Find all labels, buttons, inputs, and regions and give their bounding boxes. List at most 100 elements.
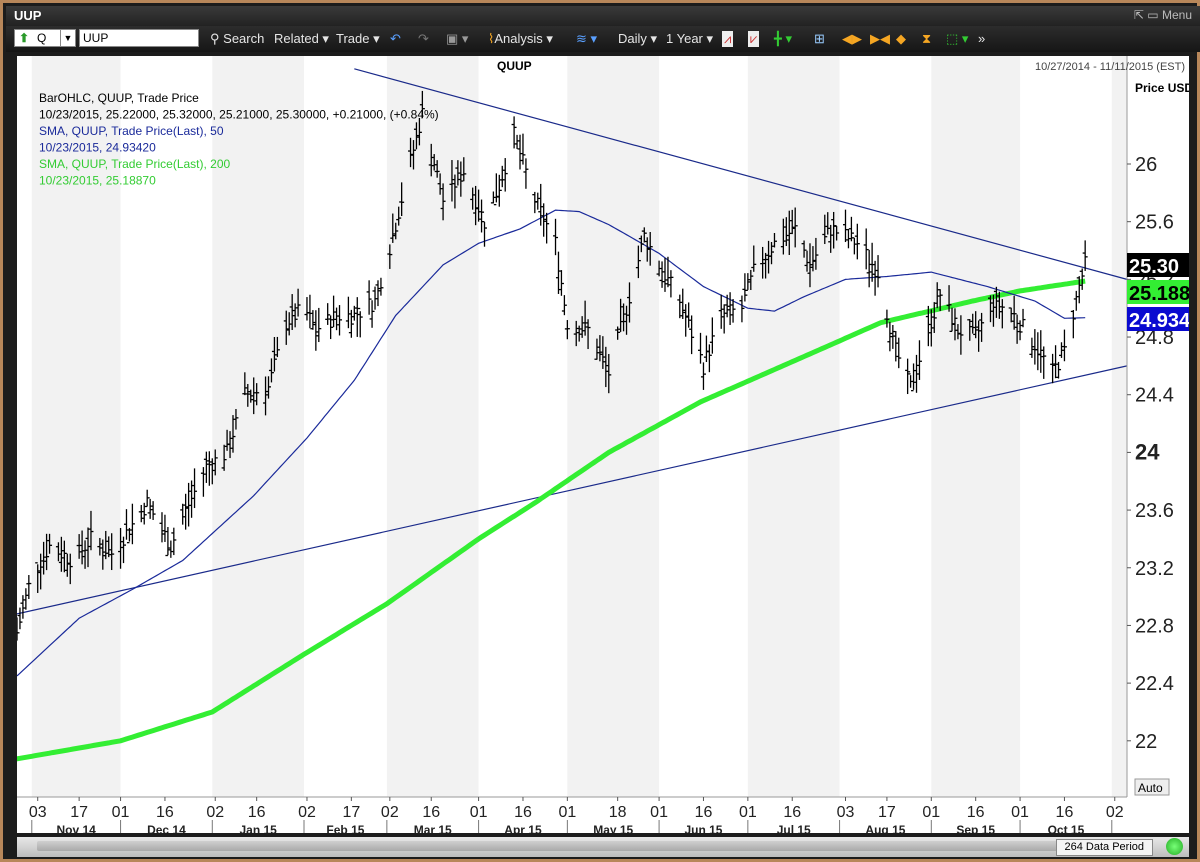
hourglass-icon[interactable]: ⧗	[922, 31, 932, 46]
search-button[interactable]: ⚲ Search	[210, 31, 264, 47]
ohlc-bar	[709, 317, 715, 354]
ohlc-bar	[683, 304, 689, 337]
ohlc-bar	[848, 216, 854, 242]
toolbar: ⬆ Q ▼ UUP ⚲ Search Related ▾ Trade ▾ ↶ ↷…	[6, 26, 1200, 52]
ohlc-bar	[212, 449, 218, 476]
ohlc-bar	[1014, 314, 1020, 344]
range-menu[interactable]: 1 Year ▾	[666, 31, 714, 46]
ohlc-bar	[109, 533, 115, 571]
ohlc-bar	[82, 540, 88, 569]
ohlc-bar	[431, 154, 437, 171]
x-tick-label: 16	[1056, 804, 1074, 821]
y-tick-label: 24.4	[1135, 385, 1174, 407]
x-month-label: May 15	[593, 823, 633, 833]
interval-menu[interactable]: Daily ▾	[618, 31, 658, 46]
ohlc-bar	[973, 311, 979, 339]
ohlc-bar	[834, 225, 840, 241]
collapse-icon[interactable]: ▶◀	[870, 31, 890, 46]
chevron-down-icon[interactable]: ▼	[60, 30, 75, 46]
ohlc-bar	[1058, 342, 1064, 358]
ohlc-bar	[286, 312, 292, 336]
ohlc-bar	[357, 307, 363, 338]
line-chart-icon[interactable]: ⩘	[722, 31, 734, 47]
ohlc-bar	[822, 214, 828, 245]
ohlc-bar	[499, 165, 505, 188]
x-tick-label: 03	[29, 804, 47, 821]
more-icon[interactable]: »	[978, 31, 986, 46]
symbol-input[interactable]: UUP	[79, 29, 199, 47]
ohlc-bar	[751, 245, 757, 272]
ohlc-bar	[937, 289, 943, 312]
x-month-label: Sep 15	[956, 823, 995, 833]
time-scrollbar[interactable]	[37, 841, 1117, 851]
ohlc-bar	[458, 161, 464, 197]
analysis-menu[interactable]: ⌇Analysis ▾	[488, 31, 553, 46]
trade-menu[interactable]: Trade ▾	[336, 31, 380, 46]
related-menu[interactable]: Related ▾	[274, 31, 329, 46]
crosshair-icon[interactable]: ╋ ▾	[774, 31, 792, 46]
ohlc-bar	[165, 527, 171, 557]
ohlc-bars	[14, 90, 1088, 641]
ohlc-bar	[168, 540, 174, 558]
ohlc-bar	[615, 326, 621, 340]
ohlc-bar	[1056, 361, 1062, 379]
compare-chart-icon[interactable]: ⩗	[748, 31, 760, 47]
data-period-button[interactable]: 264 Data Period	[1055, 839, 1153, 856]
ohlc-bar	[1061, 329, 1067, 362]
ohlc-bar	[354, 297, 360, 337]
y-tick-label: 25.6	[1135, 212, 1174, 234]
undo-icon[interactable]: ↶	[390, 31, 401, 46]
x-tick-label: 16	[156, 804, 174, 821]
zoom-icon[interactable]: ⊞	[814, 31, 825, 46]
x-tick-label: 17	[342, 804, 360, 821]
analysis-label: Analysis	[494, 31, 543, 46]
x-tick-label: 01	[470, 804, 488, 821]
related-label: Related	[274, 31, 319, 46]
ohlc-bar	[564, 320, 570, 340]
ohlc-bar	[760, 246, 766, 279]
ohlc-bar	[541, 203, 547, 237]
ohlc-bar	[854, 223, 860, 260]
y-tick-label: 24	[1135, 439, 1160, 464]
ohlc-bar	[410, 140, 416, 170]
sma50-line	[16, 209, 1086, 677]
ohlc-bar	[952, 308, 958, 341]
x-month-label: Jan 15	[239, 823, 277, 833]
auto-scale-button[interactable]: Auto	[1134, 778, 1170, 796]
ohlc-bar	[372, 286, 378, 310]
y-tick-label: 22	[1135, 731, 1157, 753]
ohlc-bar	[428, 143, 434, 177]
menu-button[interactable]: Menu	[1161, 8, 1192, 22]
ohlc-bar	[159, 512, 165, 543]
ohlc-bar	[390, 213, 396, 243]
ohlc-bar	[585, 319, 591, 350]
ohlc-bar	[520, 133, 526, 165]
redo-icon[interactable]: ↷	[418, 31, 429, 46]
expand-vertical-icon[interactable]: ◆	[896, 31, 906, 46]
legend-line: SMA, QUUP, Trade Price(Last), 50	[39, 124, 224, 138]
x-month-label: Jun 15	[684, 823, 722, 833]
ohlc-bar	[393, 222, 399, 240]
x-tick-label: 01	[112, 804, 130, 821]
ohlc-bar	[721, 304, 727, 334]
select-tool-icon[interactable]: ⬚ ▾	[946, 31, 969, 46]
ohlc-bar	[348, 309, 354, 338]
search-label: Search	[223, 31, 265, 46]
studies-icon[interactable]: ≋ ▾	[576, 31, 598, 46]
x-month-label: Oct 15	[1048, 823, 1085, 833]
ohlc-bar	[103, 530, 109, 560]
ohlc-bar	[227, 431, 233, 459]
symbol-type-select[interactable]: ⬆ Q ▼	[14, 29, 76, 47]
sma200-line	[0, 278, 1086, 765]
ohlc-bar	[304, 297, 310, 321]
ohlc-bar	[310, 310, 316, 330]
window-controls[interactable]: ⇱ ▭ Menu	[1133, 8, 1192, 22]
camera-icon[interactable]: ▣ ▾	[446, 31, 469, 46]
ohlc-bar	[573, 320, 579, 347]
ohlc-bar	[594, 338, 600, 360]
ohlc-bar	[366, 280, 372, 315]
scroll-left-icon[interactable]: ◀▶	[842, 31, 862, 46]
svg-text:24.934: 24.934	[1129, 310, 1189, 332]
